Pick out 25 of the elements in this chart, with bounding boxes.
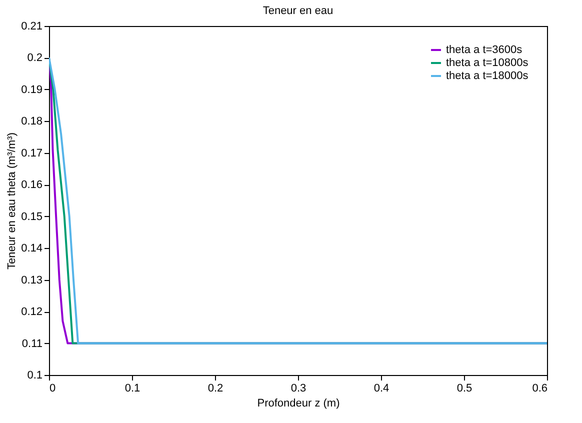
y-tick-label: 0.18 bbox=[21, 116, 42, 128]
x-tick-label: 0.5 bbox=[456, 382, 472, 394]
y-tick-label: 0.2 bbox=[27, 52, 42, 64]
y-axis-title: Teneur en eau theta (m³/m³) bbox=[6, 132, 18, 270]
y-tick-label: 0.15 bbox=[21, 210, 42, 223]
chart-title: Teneur en eau bbox=[262, 5, 334, 17]
y-tick-label: 0.17 bbox=[21, 147, 42, 160]
x-tick-label: 0.3 bbox=[290, 382, 306, 394]
y-tick-label: 0.1 bbox=[27, 370, 42, 382]
y-tick-label: 0.16 bbox=[21, 179, 42, 192]
y-tick-label: 0.14 bbox=[21, 242, 42, 255]
y-tick-label: 0.12 bbox=[21, 306, 42, 318]
x-axis-title: Profondeur z (m) bbox=[257, 398, 340, 410]
x-tick-label: 0.6 bbox=[532, 382, 548, 394]
x-tick-label: 0.1 bbox=[124, 382, 140, 394]
x-tick-label: 0 bbox=[50, 382, 56, 394]
y-tick-label: 0.11 bbox=[22, 338, 42, 350]
y-tick-label: 0.19 bbox=[21, 84, 42, 96]
legend-label: theta a t=3600s bbox=[446, 44, 523, 56]
legend-label: theta a t=18000s bbox=[446, 70, 529, 82]
y-tick-label: 0.21 bbox=[21, 20, 42, 32]
legend-label: theta a t=10800s bbox=[446, 57, 529, 69]
y-tick-label: 0.13 bbox=[21, 274, 42, 286]
x-tick-label: 0.2 bbox=[208, 382, 224, 394]
x-tick-label: 0.4 bbox=[374, 382, 390, 394]
